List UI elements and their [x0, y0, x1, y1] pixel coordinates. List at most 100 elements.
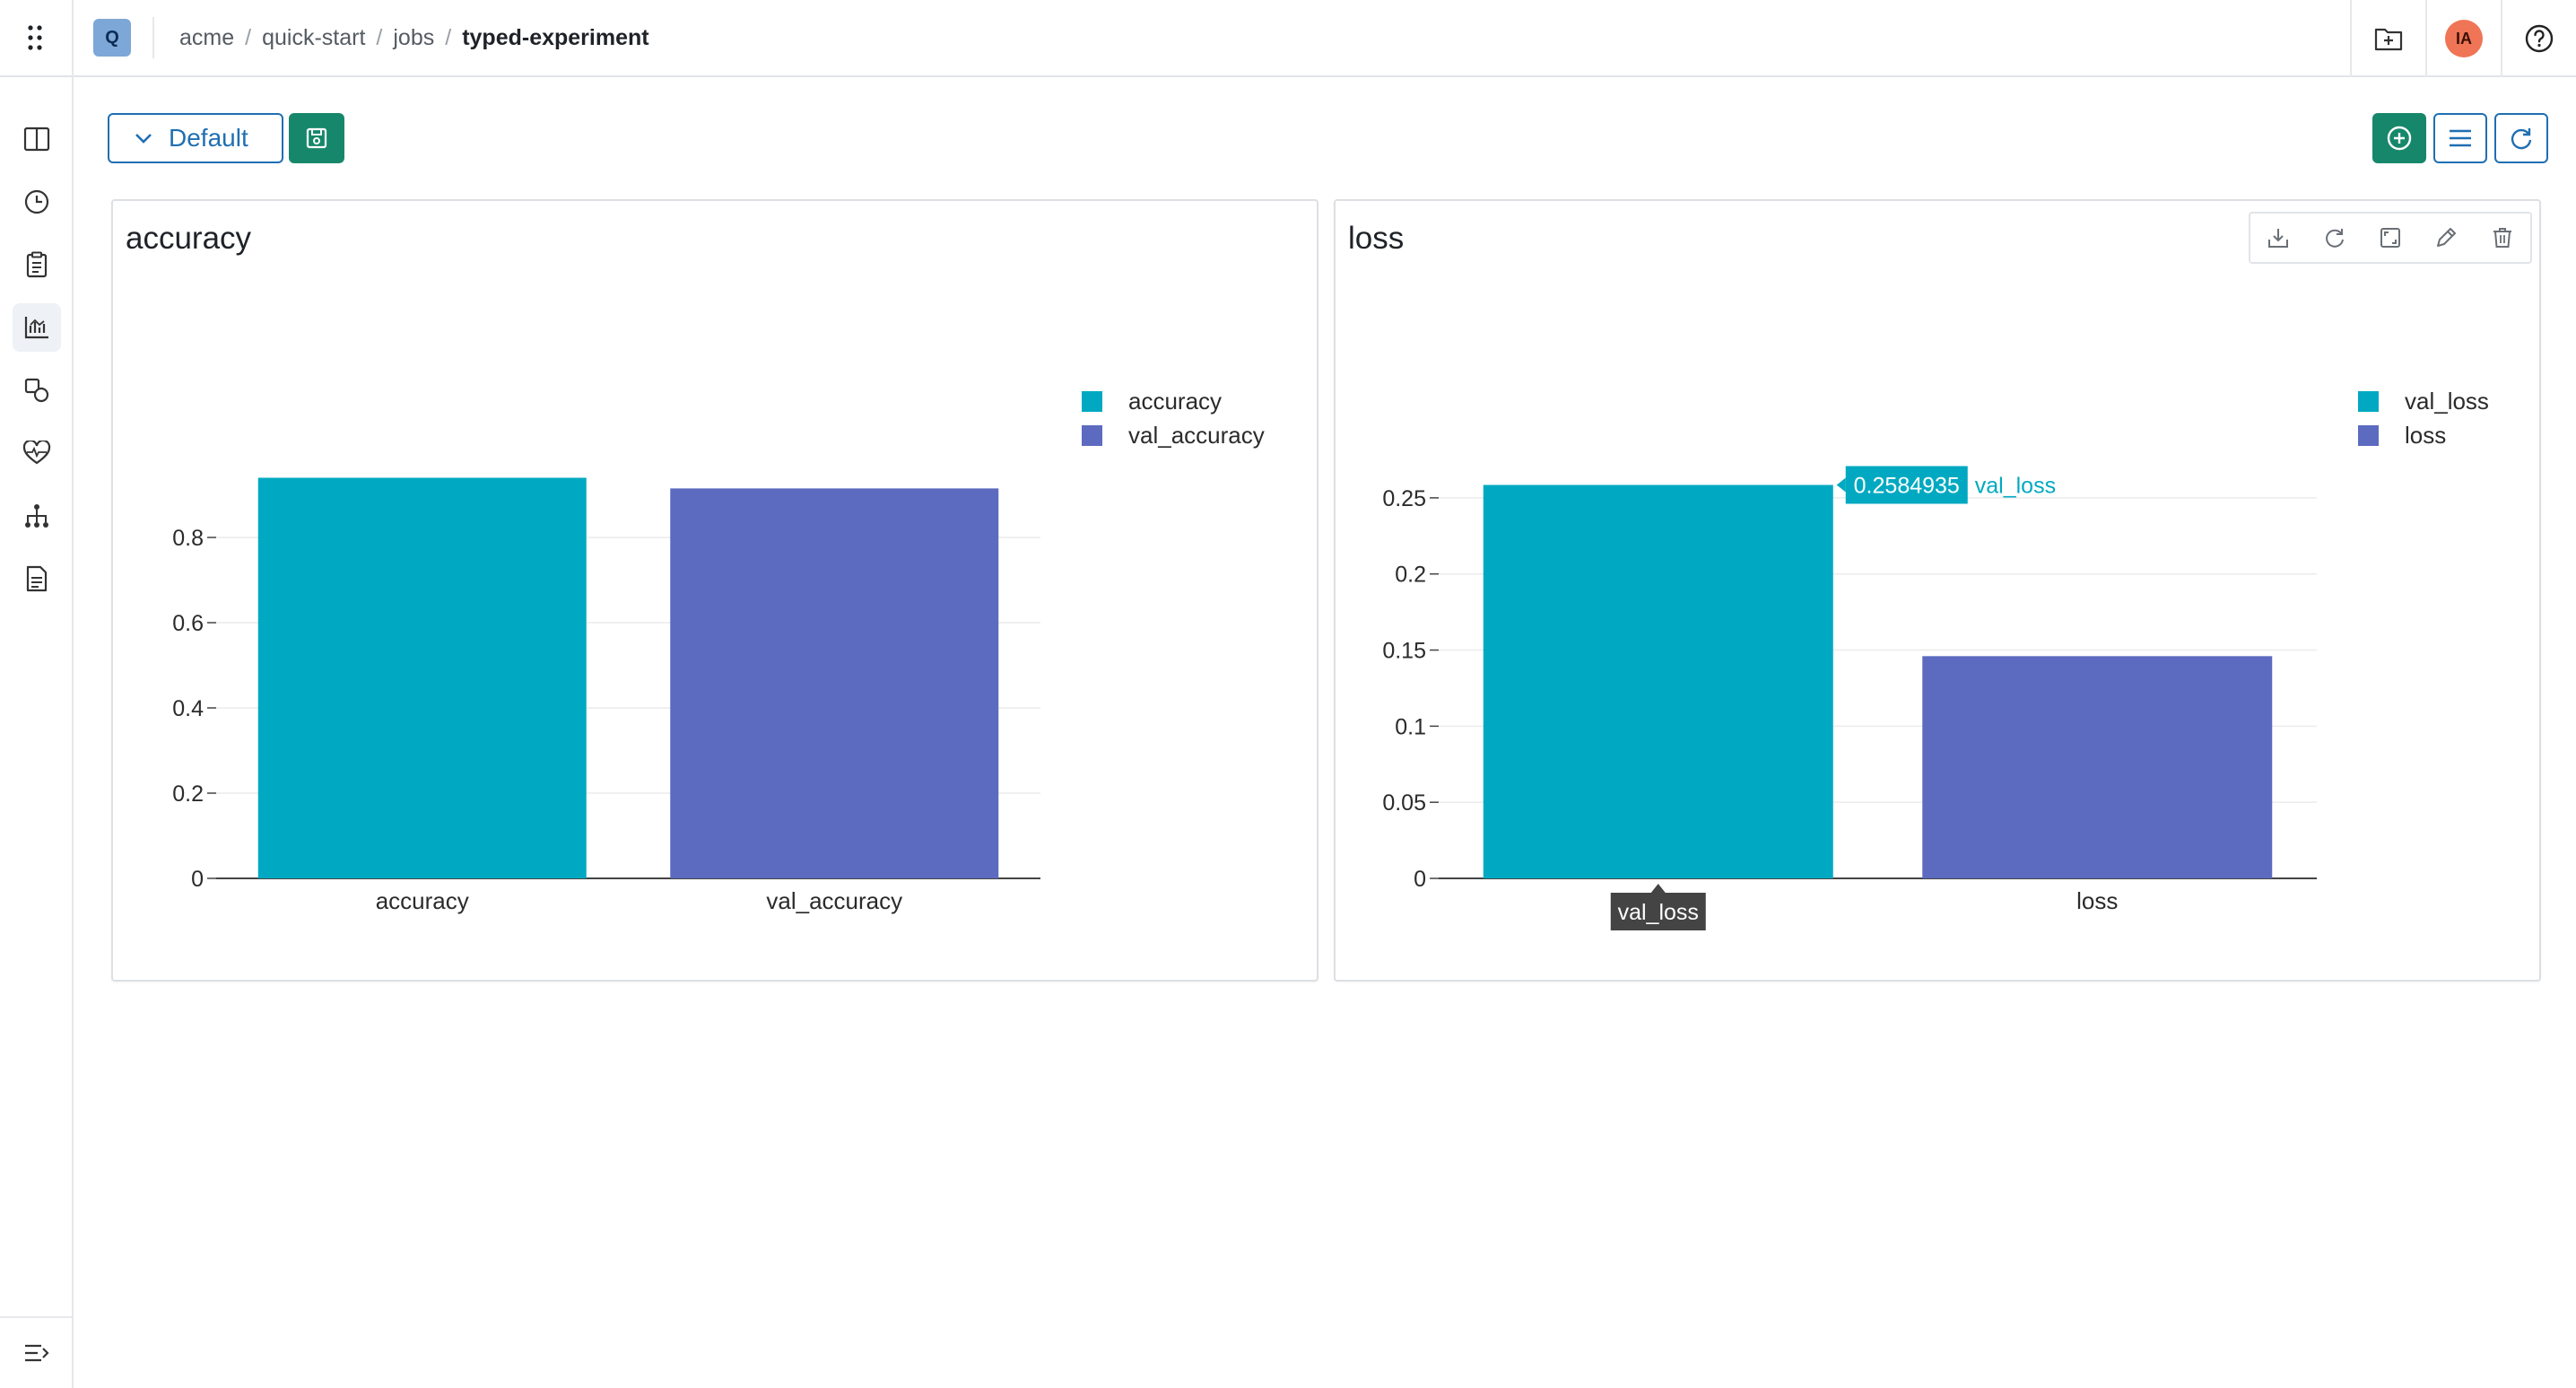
- nav-pipelines[interactable]: [13, 492, 61, 540]
- nav-overview[interactable]: [13, 115, 61, 163]
- axis-hover-pointer: [1650, 884, 1666, 893]
- breadcrumb-org[interactable]: acme: [179, 24, 235, 50]
- y-tick-label: 0.15: [1382, 639, 1426, 664]
- legend-label: val_loss: [2405, 388, 2489, 415]
- loss-chart: 00.050.10.150.20.25lossval_lossloss0.258…: [1382, 388, 2489, 930]
- y-tick-label: 0.2: [172, 781, 204, 807]
- list-view-button[interactable]: [2433, 113, 2487, 163]
- y-tick-label: 0.2: [1395, 563, 1426, 588]
- trash-icon: [2493, 228, 2511, 248]
- x-tick-label: loss: [2076, 887, 2118, 914]
- nav-dashboard[interactable]: [13, 303, 61, 352]
- edit-icon: [2437, 228, 2457, 247]
- heartbeat-icon: [22, 441, 51, 465]
- top-bar: Q acme / quick-start / jobs / typed-expe…: [0, 0, 2576, 77]
- y-tick-label: 0.4: [172, 696, 204, 721]
- download-icon: [2268, 229, 2289, 248]
- add-circle-icon: [2387, 126, 2412, 151]
- legend-label: loss: [2405, 422, 2446, 449]
- help-icon: [2525, 24, 2554, 53]
- shapes-icon: [24, 378, 49, 403]
- edit-button[interactable]: [2428, 220, 2464, 256]
- breadcrumb-jobs[interactable]: jobs: [393, 24, 435, 50]
- view-select-button[interactable]: Default: [108, 113, 283, 163]
- list-icon: [2450, 129, 2471, 147]
- axis-hover-box: [1610, 893, 1706, 930]
- hierarchy-icon: [25, 504, 48, 528]
- collapse-nav-button[interactable]: [0, 1316, 74, 1388]
- bar-accuracy: [257, 477, 587, 878]
- axis-hover-label: val_loss: [1618, 900, 1699, 925]
- breadcrumb-current: typed-experiment: [462, 24, 649, 50]
- left-nav: [0, 77, 74, 1388]
- user-menu[interactable]: IA: [2425, 0, 2501, 77]
- refresh-button[interactable]: [2494, 113, 2548, 163]
- apps-grid-icon: [28, 25, 42, 50]
- clock-icon: [24, 189, 49, 214]
- breadcrumb-separator: /: [245, 24, 252, 50]
- y-tick-label: 0.1: [1395, 714, 1426, 739]
- collapse-menu-icon: [25, 1344, 49, 1362]
- nav-runs[interactable]: [13, 240, 61, 289]
- help-button[interactable]: [2501, 0, 2576, 77]
- breadcrumb-separator: /: [376, 24, 383, 50]
- expand-icon: [2380, 228, 2400, 248]
- nav-reports[interactable]: [13, 554, 61, 603]
- panel-refresh-button[interactable]: [2317, 220, 2353, 256]
- hover-value-label: 0.2584935: [1854, 473, 1960, 498]
- y-tick-label: 0.8: [172, 526, 204, 551]
- x-tick-label: val_accuracy: [766, 887, 902, 914]
- book-icon: [23, 127, 50, 152]
- hover-series-label: val_loss: [1975, 473, 2056, 498]
- add-folder-button[interactable]: [2350, 0, 2425, 77]
- legend-swatch: [1082, 391, 1102, 412]
- legend-swatch: [2358, 391, 2379, 412]
- chart-icon: [24, 317, 48, 339]
- project-badge[interactable]: Q: [93, 19, 131, 57]
- y-tick-label: 0.6: [172, 611, 204, 636]
- refresh-icon: [2325, 229, 2344, 248]
- y-tick-label: 0: [1414, 867, 1426, 892]
- legend-label: accuracy: [1128, 388, 1222, 415]
- x-tick-label: accuracy: [376, 887, 469, 914]
- header-actions: IA: [2350, 0, 2576, 77]
- refresh-icon: [2511, 128, 2532, 150]
- nav-history[interactable]: [13, 178, 61, 226]
- download-button[interactable]: [2260, 220, 2296, 256]
- breadcrumb-separator: /: [445, 24, 452, 50]
- nav-monitoring[interactable]: [13, 429, 61, 477]
- nav-artifacts[interactable]: [13, 366, 61, 415]
- panel-title: loss: [1348, 221, 1405, 256]
- panel-title: accuracy: [126, 221, 252, 256]
- avatar[interactable]: IA: [2445, 20, 2483, 57]
- chevron-down-icon: [135, 134, 152, 144]
- legend-label: val_accuracy: [1128, 422, 1265, 449]
- y-tick-label: 0.25: [1382, 486, 1426, 511]
- save-view-button[interactable]: [289, 113, 344, 163]
- view-select-label: Default: [169, 124, 248, 152]
- save-icon: [306, 127, 327, 149]
- clipboard-icon: [26, 251, 48, 278]
- document-icon: [26, 565, 48, 592]
- panel-accuracy: accuracy 0 0.2 0.4 0.6 0.8 accuracy val_accura…: [111, 199, 1318, 982]
- bar-val_accuracy: [670, 488, 999, 878]
- hover-pointer: [1836, 477, 1846, 493]
- folder-add-icon: [2374, 28, 2403, 51]
- legend-swatch: [1082, 425, 1102, 446]
- panel-loss: loss 0 0.05 0.1 0.15 0.2 0.25 loss val_loss loss…: [1334, 199, 2541, 982]
- add-panel-button[interactable]: [2372, 113, 2426, 163]
- y-tick-label: 0.05: [1382, 790, 1426, 816]
- apps-menu-button[interactable]: [0, 0, 74, 76]
- breadcrumb: acme / quick-start / jobs / typed-experi…: [179, 25, 649, 51]
- bar-val_loss: [1483, 484, 1833, 878]
- header-divider: [152, 17, 154, 58]
- fullscreen-button[interactable]: [2372, 220, 2408, 256]
- legend-swatch: [2358, 425, 2379, 446]
- bar-loss: [1922, 656, 2273, 878]
- breadcrumb-project[interactable]: quick-start: [262, 24, 366, 50]
- panel-toolbar: [2249, 212, 2532, 264]
- delete-button[interactable]: [2485, 220, 2520, 256]
- y-tick-label: 0: [191, 867, 204, 892]
